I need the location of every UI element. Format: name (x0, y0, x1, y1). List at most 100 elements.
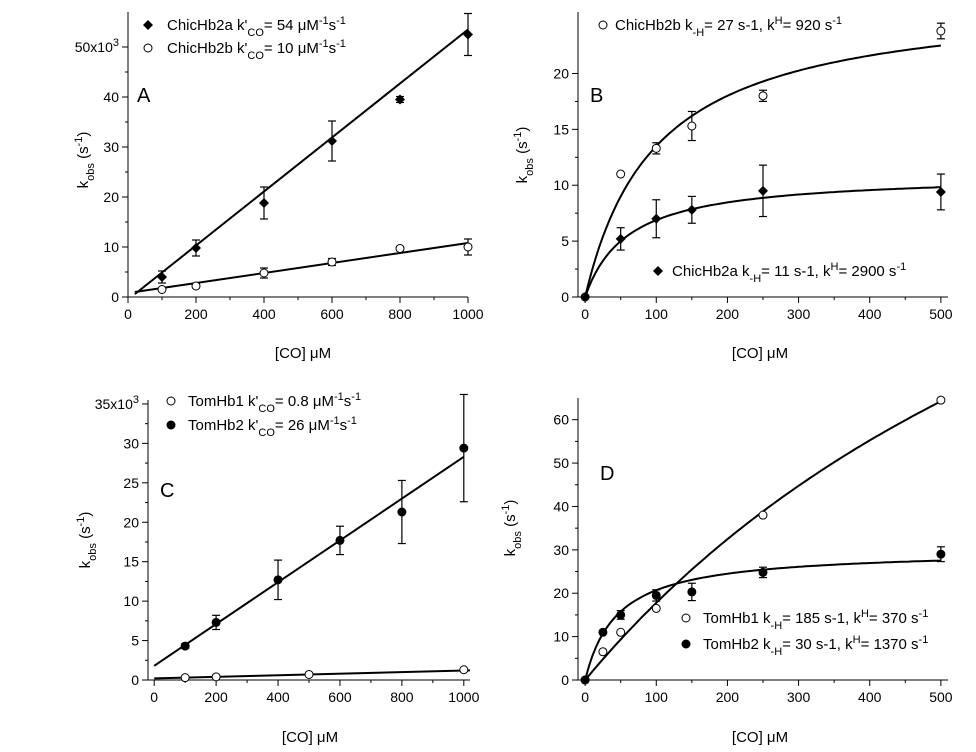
series-1 (134, 238, 473, 294)
data-point (758, 567, 768, 577)
y-tick-label: 5 (131, 633, 139, 649)
data-point (580, 675, 590, 685)
data-point (395, 244, 405, 253)
y-axis-label: kobs (s-1) (512, 127, 536, 184)
y-tick-label: 10 (553, 177, 569, 193)
x-tick-label: 0 (150, 689, 158, 705)
data-point (758, 510, 768, 520)
series-1 (153, 393, 469, 667)
y-tick-label: 0 (111, 289, 119, 305)
legend-label: TomHb2 k-H= 30 s-1, kH= 1370 s-1 (703, 634, 928, 658)
y-tick-label: 15 (553, 121, 569, 137)
data-point (463, 29, 473, 40)
data-point (335, 535, 345, 545)
panel-label: A (137, 85, 151, 107)
y-axis-label: kobs (s-1) (73, 132, 97, 189)
y-tick-label: 20 (553, 585, 569, 601)
y-tick-label: 20 (103, 189, 119, 205)
data-point (191, 281, 201, 291)
series-0 (580, 395, 946, 685)
y-tick-label: 0 (131, 672, 139, 688)
data-point (687, 587, 697, 597)
x-axis-label: [CO] μM (282, 729, 338, 746)
data-point (651, 603, 661, 613)
fit-line (584, 44, 942, 298)
series-0 (154, 665, 471, 683)
data-point (936, 549, 946, 559)
data-point (651, 590, 661, 600)
legend-marker (166, 420, 176, 430)
y-tick-label: 30 (123, 435, 139, 451)
data-point (397, 507, 407, 517)
y-tick-label: 40 (103, 89, 119, 105)
x-tick-label: 400 (266, 689, 290, 705)
data-point (686, 204, 697, 215)
y-tick-label: 20 (123, 514, 139, 530)
y-tick-label: 25 (123, 475, 139, 491)
x-tick-label: 600 (328, 689, 352, 705)
legend-label: TomHb1 k'CO= 0.8 μM-1s-1 (188, 391, 361, 415)
data-point (598, 627, 608, 637)
x-tick-label: 800 (390, 689, 414, 705)
y-tick-label: 0 (561, 672, 569, 688)
data-point (327, 136, 337, 146)
legend-label: ChicHb2a k-H= 11 s-1, kH= 2900 s-1 (672, 261, 906, 285)
y-exponent-label: 50x103 (75, 37, 119, 55)
data-point (180, 673, 190, 683)
data-point (936, 395, 946, 405)
legend-label: ChicHb2b k'CO= 10 μM-1s-1 (167, 38, 346, 62)
legend-label: TomHb1 k-H= 185 s-1, kH= 370 s-1 (703, 608, 928, 632)
series-1 (580, 546, 946, 685)
x-tick-label: 600 (320, 306, 344, 322)
x-tick-label: 200 (204, 689, 228, 705)
data-point (616, 610, 626, 620)
data-point (935, 186, 946, 197)
x-tick-label: 0 (581, 689, 589, 705)
panel-d: 0 100 200 300 400 500 0 10 20 30 40 50 60 kobs (s-1) [… (500, 395, 953, 746)
legend-marker (166, 396, 176, 406)
series-0 (580, 22, 946, 302)
data-point (259, 198, 269, 208)
data-point (459, 443, 469, 453)
x-tick-label: 500 (929, 689, 953, 705)
data-point (616, 169, 626, 179)
data-point (936, 26, 946, 36)
data-point (304, 669, 314, 679)
y-tick-label: 30 (553, 542, 569, 558)
x-tick-label: 800 (388, 306, 412, 322)
panel-b: 0 100 200 300 400 500 0 5 10 15 20 kobs (s-1) [CO] μ… (512, 12, 953, 362)
legend-label: ChicHb2a k'CO= 54 μM-1s-1 (167, 15, 346, 39)
panel-label: C (160, 480, 174, 502)
x-tick-label: 400 (252, 306, 276, 322)
x-tick-label: 0 (124, 306, 132, 322)
y-tick-label: 10 (123, 593, 139, 609)
data-point (327, 257, 337, 267)
y-tick-label: 15 (123, 554, 139, 570)
data-point (259, 268, 269, 278)
data-point (651, 143, 661, 153)
y-tick-label: 30 (103, 139, 119, 155)
data-point (180, 641, 190, 651)
data-point (191, 243, 201, 253)
x-axis-label: [CO] μM (732, 345, 788, 362)
y-axis-label: kobs (s-1) (75, 512, 99, 569)
x-tick-label: 200 (716, 306, 740, 322)
data-point (395, 94, 405, 105)
data-point (211, 672, 221, 682)
x-tick-label: 0 (581, 306, 589, 322)
data-point (687, 121, 697, 131)
x-axis-label: [CO] μM (732, 729, 788, 746)
data-point (758, 91, 768, 101)
data-point (651, 213, 662, 224)
y-tick-label: 60 (553, 412, 569, 428)
x-tick-label: 300 (787, 306, 811, 322)
data-point (157, 285, 167, 294)
series-0 (134, 12, 473, 295)
legend-marker (598, 20, 608, 30)
panel-label: D (600, 463, 614, 485)
y-tick-label: 10 (553, 629, 569, 645)
data-point (459, 665, 469, 675)
fit-line (134, 242, 469, 293)
x-tick-label: 500 (929, 306, 953, 322)
